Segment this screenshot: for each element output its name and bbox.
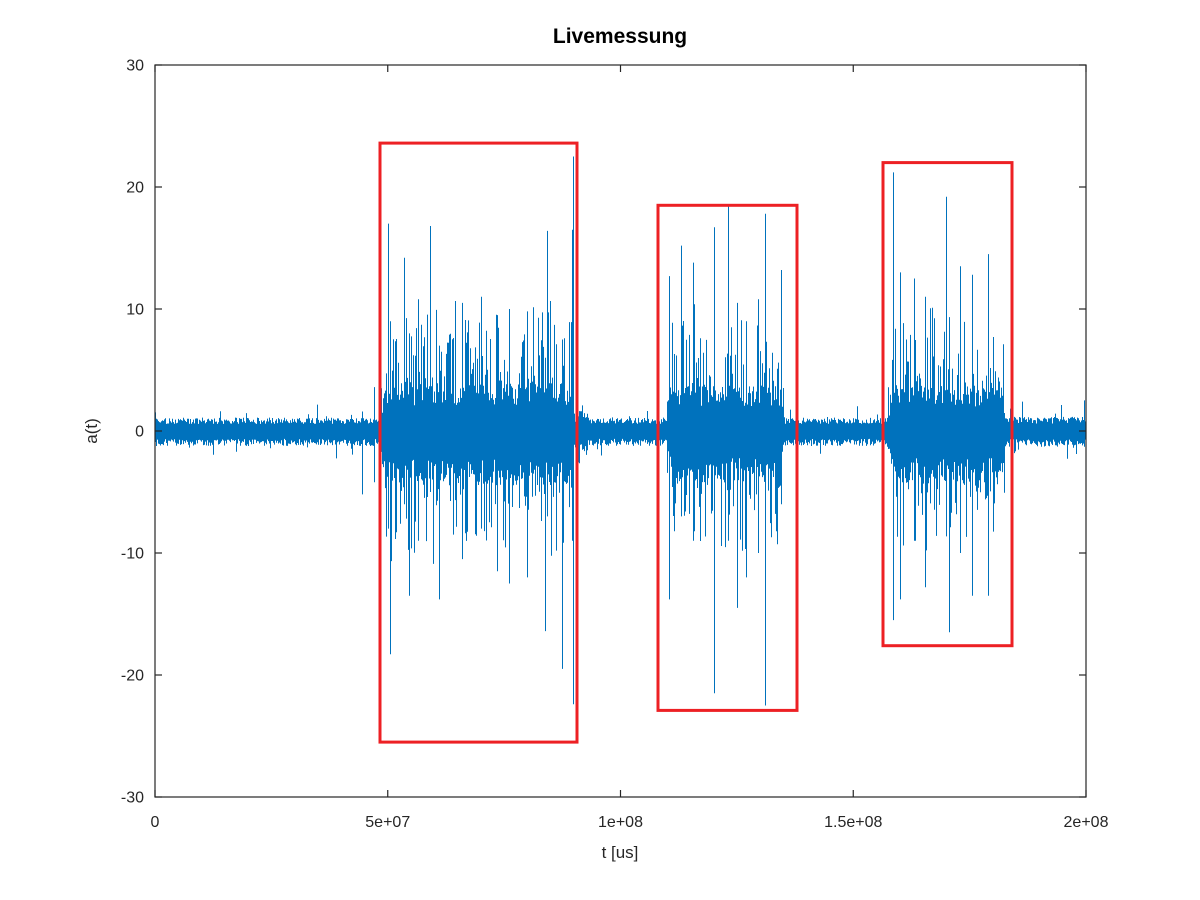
annotation-rect [656, 203, 799, 712]
y-tick-label: -10 [121, 546, 144, 563]
x-axis-label: t [us] [602, 843, 639, 862]
axis-ticks-layer: 0 5e+07 1e+08 1.5e+08 2e+08 -30 -20 -10 0 10 20 30 [121, 58, 1109, 832]
y-tick-label: 30 [126, 58, 144, 75]
x-tick-label: 0 [151, 814, 160, 831]
x-tick-label: 1e+08 [598, 814, 643, 831]
waveform-layer [155, 156, 1086, 706]
chart-title: Livemessung [553, 25, 687, 48]
y-tick-label: 0 [135, 424, 144, 441]
annotation-rect [378, 141, 579, 744]
x-tick-label: 5e+07 [365, 814, 410, 831]
annotation-rect [881, 161, 1014, 648]
y-axis-label: a(t) [82, 418, 101, 444]
signal-trace [155, 156, 1086, 706]
axes-box [154, 64, 1087, 798]
x-tick-label: 2e+08 [1064, 814, 1109, 831]
y-tick-label: 10 [126, 302, 144, 319]
y-tick-label: -30 [121, 790, 144, 807]
annotation-layer [378, 141, 1014, 744]
y-tick-label: 20 [126, 180, 144, 197]
y-tick-label: -20 [121, 668, 144, 685]
x-tick-label: 1.5e+08 [824, 814, 882, 831]
